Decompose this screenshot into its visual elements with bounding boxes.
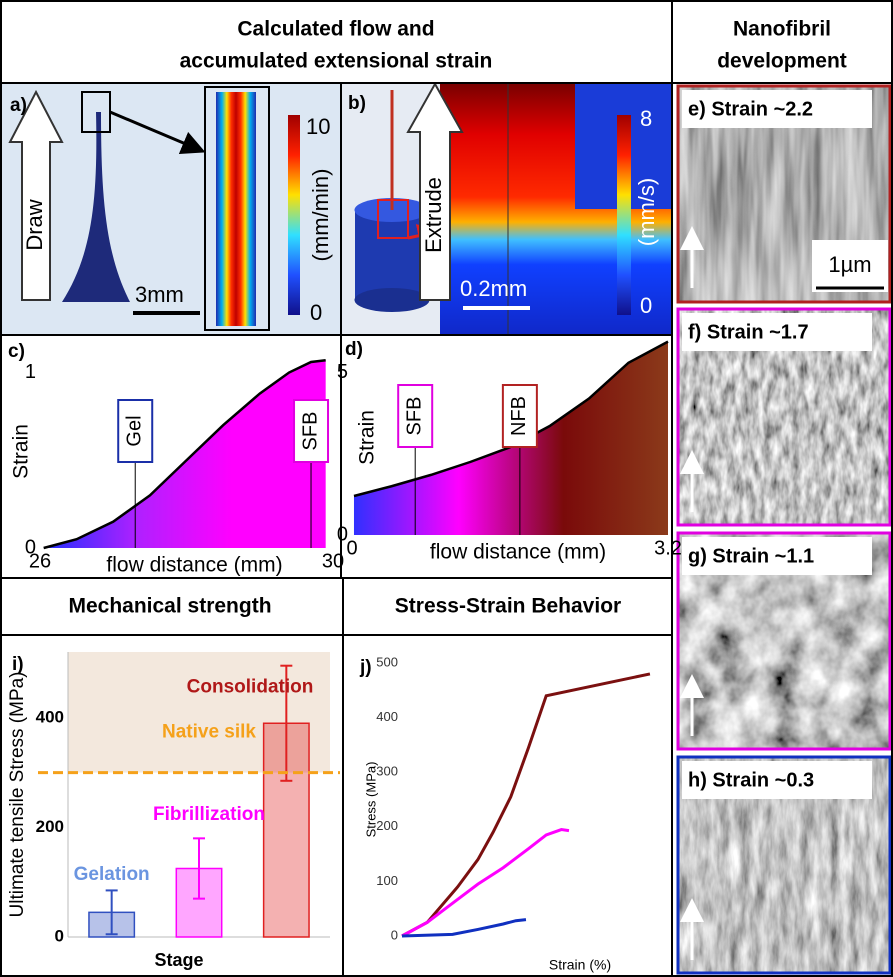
series-line xyxy=(402,674,650,936)
panel-label: j) xyxy=(359,657,372,678)
header: Stress-Strain Behavior xyxy=(395,595,621,618)
colorbar xyxy=(617,115,631,315)
annotation: SFB xyxy=(299,412,321,451)
y-tick-label: 100 xyxy=(376,873,398,888)
y-tick-label: 0 xyxy=(25,536,36,558)
panel-label: c) xyxy=(8,341,25,362)
header: Calculated flow and xyxy=(237,18,434,41)
scale-label: 1µm xyxy=(828,252,871,277)
x-axis-label: Stage xyxy=(154,950,203,970)
header: Nanofibril xyxy=(733,18,831,41)
figure: Calculated flow and accumulated extensio… xyxy=(0,0,893,977)
y-tick-label: 0 xyxy=(391,927,398,942)
y-tick-label: 1 xyxy=(25,361,36,383)
annotation: NFB xyxy=(508,396,530,436)
x-tick-label: 0 xyxy=(346,537,357,559)
sem-label: f) Strain ~1.7 xyxy=(688,321,809,343)
colorbar-label: 0 xyxy=(640,293,652,318)
header: Mechanical strength xyxy=(68,595,271,618)
sem-label: h) Strain ~0.3 xyxy=(688,769,814,791)
reference-label: Native silk xyxy=(162,722,256,743)
colorbar-unit: (mm/min) xyxy=(308,169,333,262)
y-axis-label: Strain xyxy=(10,424,33,479)
colorbar-label: 10 xyxy=(306,114,330,139)
y-axis-label: Strain xyxy=(356,410,379,465)
stage-label: Fibrillization xyxy=(153,804,265,825)
strain-area xyxy=(44,360,326,548)
colorbar xyxy=(288,115,300,315)
y-tick-label: 5 xyxy=(337,361,348,383)
panel-label: d) xyxy=(345,339,363,360)
panel-a: Draw 10 0 (mm/min) 3mm a) xyxy=(2,84,340,335)
annotation: SFB xyxy=(403,397,425,436)
panel-label: a) xyxy=(10,95,27,116)
header: development xyxy=(717,50,847,73)
sem-column: e) Strain ~2.2 f) Strain ~1.7 g) Strain … xyxy=(678,86,890,973)
y-tick-label: 400 xyxy=(36,707,64,726)
cylinder xyxy=(355,288,430,312)
colorbar-label: 8 xyxy=(640,106,652,131)
colorbar-label: 0 xyxy=(310,300,322,325)
y-tick-label: 400 xyxy=(376,709,398,724)
annotation: Gel xyxy=(124,415,146,446)
y-tick-label: 200 xyxy=(376,818,398,833)
sem-label: e) Strain ~2.2 xyxy=(688,98,813,120)
x-axis-label: flow distance (mm) xyxy=(430,541,606,564)
x-axis-label: flow distance (mm) xyxy=(106,554,282,577)
y-tick-label: 0 xyxy=(55,926,64,945)
y-axis-label: Ultimate tensile Stress (MPa) xyxy=(7,671,28,917)
stage-label: Consolidation xyxy=(187,677,314,698)
y-tick-label: 0 xyxy=(337,523,348,545)
scale-label: 0.2mm xyxy=(460,276,527,301)
panel-b: Extrude 8 0 (mm/s) 0.2mm b) xyxy=(342,84,672,335)
y-tick-label: 200 xyxy=(36,817,64,836)
stage-label: Gelation xyxy=(74,864,150,885)
header: accumulated extensional strain xyxy=(180,50,493,73)
x-axis-label: Strain (%) xyxy=(549,957,611,973)
series-line xyxy=(402,920,526,936)
cylinder xyxy=(355,210,430,300)
y-tick-label: 300 xyxy=(376,764,398,779)
scale-label: 3mm xyxy=(135,282,184,307)
arrow-label: Draw xyxy=(22,199,47,250)
colorbar-unit: (mm/s) xyxy=(634,178,659,246)
inset-flow xyxy=(216,92,256,326)
panel-label: b) xyxy=(348,93,366,114)
arrow-label: Extrude xyxy=(421,177,446,253)
sem-label: g) Strain ~1.1 xyxy=(688,545,814,567)
x-tick-label: 3.2 xyxy=(654,537,682,559)
y-tick-label: 500 xyxy=(376,654,398,669)
